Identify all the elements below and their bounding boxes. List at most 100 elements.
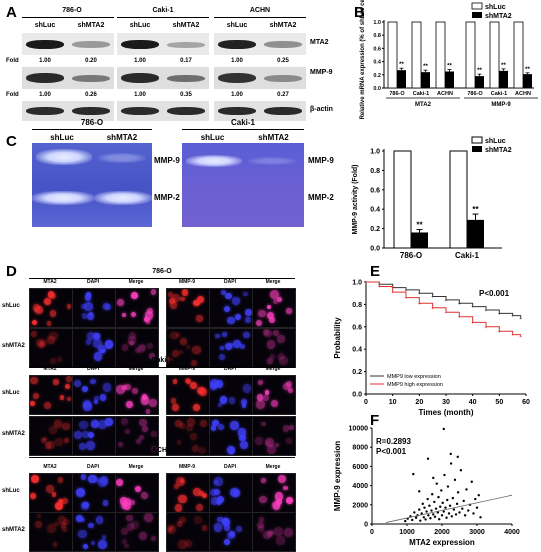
cell-nucleus	[92, 332, 100, 340]
y-tick-label: 10000	[349, 426, 369, 433]
scatter-point	[430, 509, 433, 512]
scatter-point	[447, 512, 451, 515]
cell-nucleus	[125, 383, 131, 390]
cell-nucleus	[99, 394, 107, 401]
cell-nucleus	[272, 502, 281, 510]
row-label-actin: β-actin	[310, 106, 333, 113]
if-micrograph	[115, 473, 159, 513]
if-section-title: 786-O	[152, 268, 172, 275]
x-tick-label: 10	[389, 399, 397, 406]
cell-nucleus	[223, 524, 231, 531]
scatter-point	[461, 507, 464, 510]
cell-nucleus	[144, 513, 154, 522]
cell-nucleus	[102, 382, 112, 392]
x-tick-label: Caki-1	[455, 251, 480, 260]
scatter-point	[454, 513, 458, 516]
cell-nucleus	[31, 320, 37, 325]
if-column-label: DAPI	[87, 464, 99, 470]
scatter-point	[423, 506, 426, 509]
blot-line-786o: 786-O	[62, 7, 82, 14]
cell-nucleus	[255, 400, 265, 409]
cell-nucleus	[30, 400, 36, 406]
cell-nucleus	[241, 399, 248, 406]
panel-label-b: B	[354, 4, 365, 21]
censor-mark: +	[511, 333, 514, 339]
cell-nucleus	[223, 306, 230, 313]
fold-value: 1.00	[231, 58, 243, 64]
significance-mark: **	[423, 64, 428, 70]
cell-nucleus	[151, 289, 157, 295]
cell-nucleus	[179, 338, 188, 346]
cell-nucleus	[126, 401, 134, 409]
cell-nucleus	[51, 491, 57, 497]
cell-nucleus	[101, 535, 107, 540]
cell-nucleus	[214, 523, 223, 532]
blot-line-achn: ACHN	[249, 7, 271, 14]
cell-nucleus	[61, 523, 66, 528]
cell-nucleus	[79, 443, 87, 450]
cell-nucleus	[55, 437, 63, 446]
censor-mark: +	[498, 329, 501, 335]
cell-nucleus	[121, 344, 128, 351]
fold-value: 0.27	[277, 92, 289, 98]
scatter-point	[426, 457, 430, 460]
cell-nucleus	[266, 340, 276, 349]
cell-nucleus	[264, 390, 270, 395]
cell-nucleus	[144, 310, 154, 320]
legend-swatch-shluc	[471, 136, 483, 144]
cell-nucleus	[218, 424, 225, 431]
gel-band-label: MMP-2	[154, 193, 180, 202]
fit-line	[385, 494, 513, 523]
x-tick-label: 50	[495, 399, 503, 406]
scatter-point	[432, 513, 435, 516]
if-column-label: MTA2	[43, 366, 57, 372]
cell-nucleus	[167, 525, 176, 534]
cell-nucleus	[184, 540, 192, 548]
censor-mark: +	[431, 295, 434, 301]
significance-mark: **	[477, 68, 482, 74]
scatter-point	[439, 505, 442, 508]
cell-nucleus	[186, 424, 193, 432]
cell-nucleus	[255, 319, 262, 327]
scatter-point	[467, 509, 470, 512]
cell-nucleus	[49, 331, 58, 340]
cell-nucleus	[93, 352, 103, 361]
scatter-point	[429, 517, 432, 520]
scatter-point	[427, 514, 430, 517]
if-column-label: DAPI	[224, 464, 236, 470]
cell-nucleus	[271, 399, 278, 407]
x-tick-label: 786-O	[400, 251, 422, 260]
y-axis-label: MMP-9 expression	[333, 441, 342, 511]
cell-nucleus	[212, 420, 219, 427]
cell-nucleus	[197, 296, 205, 304]
y-axis-label: MMP-9 activity (Fold)	[352, 164, 359, 234]
scatter-point	[449, 462, 453, 465]
cell-nucleus	[126, 523, 135, 532]
scatter-point	[428, 504, 431, 507]
if-micrograph	[72, 288, 116, 328]
cell-nucleus	[135, 485, 142, 492]
cell-nucleus	[168, 297, 176, 305]
censor-mark: +	[445, 298, 448, 304]
cell-nucleus	[196, 315, 203, 323]
cell-nucleus	[257, 394, 264, 401]
if-micrograph	[209, 288, 253, 328]
fold-value: 1.00	[39, 92, 51, 98]
cell-nucleus	[141, 425, 149, 433]
cell-nucleus	[43, 401, 51, 410]
scatter-point	[421, 502, 424, 506]
cell-nucleus	[73, 379, 82, 388]
if-micrograph	[29, 375, 73, 415]
cell-nucleus	[87, 431, 94, 439]
cell-nucleus	[283, 485, 288, 491]
bar-shluc	[435, 21, 446, 89]
blot-line-caki1: Caki-1	[152, 7, 174, 14]
if-column-label: MMP-9	[178, 366, 196, 372]
panel-label-f: F	[370, 412, 380, 429]
scatter-point	[414, 516, 418, 519]
cell-nucleus	[31, 474, 40, 484]
group-label: MMP-9	[491, 102, 511, 108]
significance-mark: **	[399, 62, 404, 68]
cell-nucleus	[277, 296, 283, 302]
fold-value: 0.25	[277, 58, 289, 64]
